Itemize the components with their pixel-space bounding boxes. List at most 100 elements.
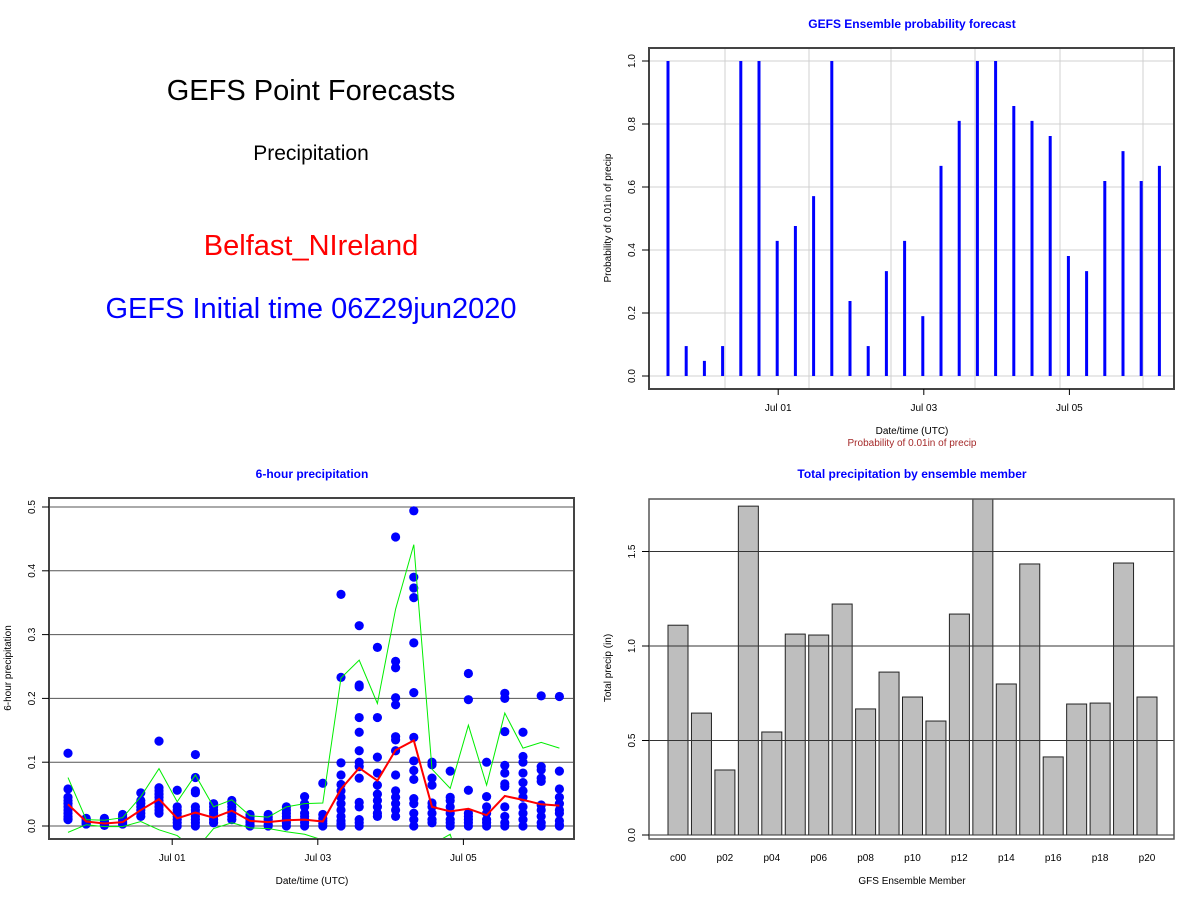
x-tick-label: c00 [670,853,687,864]
y-tick-label: 0.0 [627,828,638,842]
title-panel: GEFS Point Forecasts Precipitation Belfa… [0,0,600,450]
member-bar [831,603,853,836]
member-dot [336,589,346,600]
x-tick-label: Jul 01 [765,403,792,414]
member-dot [63,784,73,794]
member-bar [902,696,923,836]
y-axis-label: 6-hour precipitation [3,625,14,711]
member-bar [714,769,736,836]
member-dot [427,780,437,790]
member-dot [391,799,401,809]
plot-frame [648,498,1175,840]
member-dot [336,758,346,768]
member-dot [63,748,73,758]
member-dot [536,691,546,701]
x-tick-label: Jul 03 [304,853,331,864]
probability-chart: GEFS Ensemble probability forecast 0.00.… [603,17,1175,449]
x-tick-label: p18 [1092,853,1109,864]
member-dot [354,746,364,756]
member-bar [1019,563,1041,836]
member-dot [463,821,473,831]
total-precip-chart: Total precipitation by ensemble member 0… [603,467,1175,887]
x-tick-label: p20 [1139,853,1156,864]
chart-title: 6-hour precipitation [256,467,369,481]
y-tick-label: 0.5 [627,733,638,747]
member-bar [925,720,947,836]
member-dot [354,621,364,631]
member-dot [518,821,528,831]
member-dot [190,749,200,760]
member-bar [995,683,1017,836]
y-tick-label: 0.3 [27,627,38,641]
x-axis-label: Date/time (UTC) [276,876,349,887]
member-dot [336,805,346,815]
member-dot [391,693,401,703]
plot-frame [48,497,575,840]
bars [649,499,1174,836]
plot-frame [648,47,1175,390]
six-hour-precip-chart: 6-hour precipitation 0.00.10.20.30.40.5 … [3,467,575,887]
member-dot [300,792,310,802]
chart-title: Total precipitation by ensemble member [797,467,1026,481]
member-dot [354,682,364,692]
member-dot [354,802,364,812]
x-tick-label: p14 [998,853,1015,864]
member-dot [409,821,419,831]
member-dot [372,789,382,799]
y-axis: 0.0 0.1 0.2 0.3 0.4 0.5 [27,500,49,833]
member-dot [518,808,528,818]
member-dot [190,788,200,798]
member-bar [667,624,689,836]
y-tick-label: 0.6 [627,180,638,194]
series-lines [67,544,560,839]
member-dot [518,778,528,788]
member-dot [172,785,182,795]
member-dot [227,815,237,825]
member-dot [427,808,437,818]
member-dot [409,583,419,593]
member-dot [336,821,346,831]
y-axis-label: Probability of 0.01in of precip [603,153,614,282]
y-tick-label: 0.2 [27,691,38,705]
member-dot [500,811,510,822]
member-dot [391,805,401,815]
member-dot [409,732,419,742]
member-dot [354,712,364,723]
member-dot [554,821,565,831]
member-dot [336,799,346,809]
member-dot [391,532,401,542]
member-dot [409,774,419,785]
member-bar [1136,696,1158,836]
member-dot [518,815,528,825]
main-title: GEFS Point Forecasts [166,75,456,107]
member-dot [300,821,310,831]
member-dot [445,766,455,776]
x-tick-label: p12 [951,853,968,864]
x-axis-label: Date/time (UTC) [876,426,949,437]
y-axis: 0.0 0.2 0.4 0.6 0.8 1.0 [627,54,649,383]
member-dot [409,808,419,818]
member-dot [391,786,401,796]
member-dot [445,795,455,806]
member-bar [972,499,994,836]
member-dot [536,821,546,831]
member-dot [409,506,419,516]
member-dot [190,821,200,831]
member-dot [372,811,382,822]
member-bar [690,712,712,836]
member-bar [948,613,970,836]
grid [49,506,574,827]
member-dot [445,821,455,831]
member-dot [372,752,382,762]
y-tick-label: 0.1 [27,755,38,769]
x-axis: Jul 01 Jul 03 Jul 05 [159,839,477,864]
member-dot [391,792,401,802]
y-tick-label: 0.0 [27,819,38,833]
member-dot [500,726,510,737]
member-dot [554,784,565,794]
station-name: Belfast_NIreland [203,230,419,262]
member-dot [427,773,437,783]
y-tick-label: 1.0 [627,639,638,653]
member-bar [761,731,783,836]
member-dot [482,821,492,831]
